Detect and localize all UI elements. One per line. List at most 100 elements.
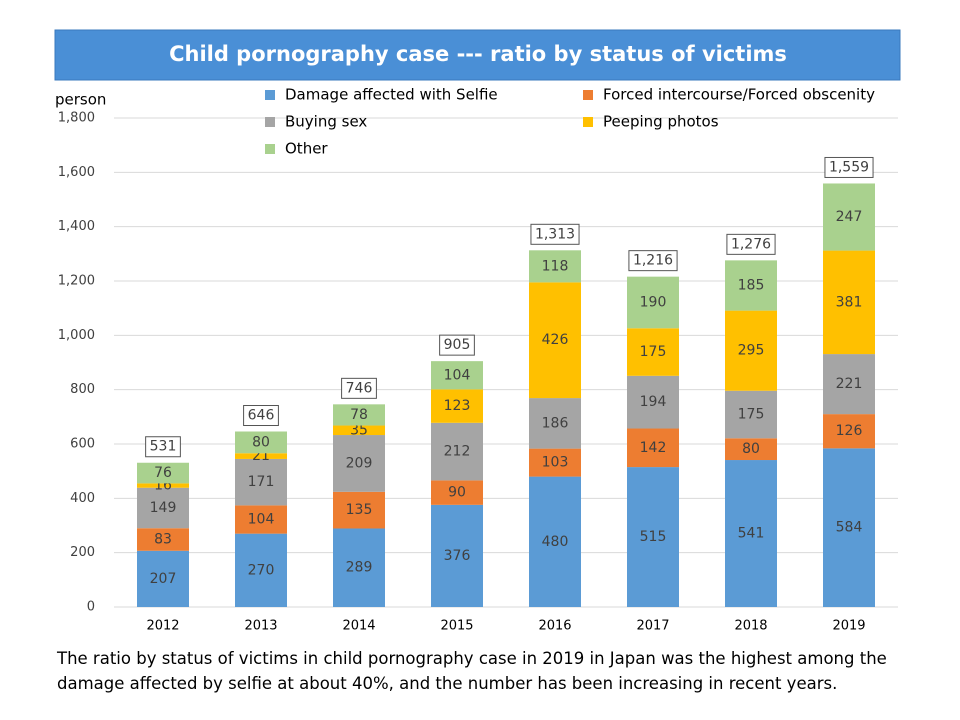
value-label: 381 bbox=[836, 294, 863, 310]
value-label: 175 bbox=[738, 407, 765, 423]
value-label: 118 bbox=[542, 258, 569, 274]
y-tick-label: 400 bbox=[70, 491, 95, 506]
value-label: 78 bbox=[350, 407, 368, 423]
value-label: 35 bbox=[350, 422, 368, 438]
total-box bbox=[530, 223, 580, 245]
bar-segment bbox=[725, 390, 777, 439]
y-tick-label: 1,800 bbox=[58, 111, 95, 126]
y-tick-label: 1,000 bbox=[58, 328, 95, 343]
total-box bbox=[341, 377, 377, 399]
legend-swatch bbox=[265, 144, 275, 154]
bar-segment bbox=[823, 448, 875, 607]
value-label: 221 bbox=[836, 376, 863, 392]
value-label: 212 bbox=[444, 444, 471, 460]
bar-segment bbox=[235, 431, 287, 454]
bar-segment bbox=[725, 438, 777, 461]
value-label: 541 bbox=[738, 526, 765, 542]
bar-segment bbox=[627, 375, 679, 429]
x-tick-label: 2017 bbox=[636, 619, 669, 634]
bar-segment bbox=[529, 282, 581, 399]
total-box bbox=[439, 334, 475, 356]
total-label: 1,313 bbox=[535, 226, 575, 242]
bar-segment bbox=[627, 467, 679, 607]
bar-segment bbox=[529, 476, 581, 607]
value-label: 376 bbox=[444, 548, 471, 564]
legend-label: Other bbox=[285, 140, 328, 158]
value-label: 186 bbox=[542, 415, 569, 431]
x-tick-label: 2015 bbox=[440, 619, 473, 634]
value-label: 83 bbox=[154, 531, 172, 547]
bar-segment bbox=[823, 250, 875, 355]
value-label: 480 bbox=[542, 534, 569, 550]
bar-segment bbox=[627, 276, 679, 329]
bar-segment bbox=[431, 422, 483, 481]
total-label: 646 bbox=[248, 408, 275, 424]
value-label: 207 bbox=[150, 571, 177, 587]
bar-segment bbox=[725, 460, 777, 607]
bar-segment bbox=[823, 414, 875, 449]
total-label: 905 bbox=[444, 337, 471, 353]
value-label: 515 bbox=[640, 529, 667, 545]
total-label: 531 bbox=[150, 439, 177, 455]
legend-swatch bbox=[265, 90, 275, 100]
bar-segment bbox=[431, 389, 483, 423]
value-label: 194 bbox=[640, 394, 667, 410]
bar-segment bbox=[627, 328, 679, 376]
value-label: 175 bbox=[640, 344, 667, 360]
bar-segment bbox=[627, 428, 679, 468]
value-label: 123 bbox=[444, 398, 471, 414]
y-tick-label: 600 bbox=[70, 437, 95, 452]
x-tick-label: 2019 bbox=[832, 619, 865, 634]
bar-segment bbox=[137, 487, 189, 529]
bar-segment bbox=[235, 533, 287, 607]
bar-segment bbox=[333, 435, 385, 492]
bar-segment bbox=[137, 462, 189, 484]
bar-segment bbox=[529, 250, 581, 283]
chart-title: Child pornography case --- ratio by stat… bbox=[169, 42, 787, 66]
bar-segment bbox=[333, 404, 385, 426]
bar-segment bbox=[137, 528, 189, 551]
legend-swatch bbox=[265, 117, 275, 127]
value-label: 149 bbox=[150, 500, 177, 516]
bar-segment bbox=[431, 361, 483, 390]
bar-segment bbox=[137, 483, 189, 488]
value-label: 76 bbox=[154, 465, 172, 481]
y-axis-label: person bbox=[55, 91, 106, 109]
caption: The ratio by status of victims in child … bbox=[57, 649, 887, 693]
bar-segment bbox=[235, 505, 287, 534]
total-label: 1,276 bbox=[731, 236, 771, 252]
total-box bbox=[824, 156, 874, 178]
bar-segment bbox=[725, 310, 777, 391]
legend-label: Buying sex bbox=[285, 113, 367, 131]
value-label: 104 bbox=[248, 512, 275, 528]
value-label: 80 bbox=[252, 434, 270, 450]
x-tick-label: 2016 bbox=[538, 619, 571, 634]
total-label: 1,559 bbox=[829, 159, 869, 175]
y-tick-label: 1,600 bbox=[58, 165, 95, 180]
x-tick-label: 2018 bbox=[734, 619, 767, 634]
legend-label: Damage affected with Selfie bbox=[285, 86, 498, 104]
total-label: 746 bbox=[346, 380, 373, 396]
value-label: 426 bbox=[542, 332, 569, 348]
bar-segment bbox=[333, 491, 385, 529]
value-label: 270 bbox=[248, 562, 275, 578]
bar-segment bbox=[431, 504, 483, 607]
bar-segment bbox=[431, 480, 483, 505]
x-tick-label: 2014 bbox=[342, 619, 375, 634]
total-label: 1,216 bbox=[633, 253, 673, 269]
value-label: 185 bbox=[738, 277, 765, 293]
value-label: 247 bbox=[836, 209, 863, 225]
total-box bbox=[145, 436, 181, 458]
value-label: 190 bbox=[640, 294, 667, 310]
legend-swatch bbox=[583, 117, 593, 127]
y-tick-label: 0 bbox=[87, 600, 95, 615]
title-bar bbox=[54, 29, 901, 81]
bar-segment bbox=[823, 183, 875, 251]
value-label: 289 bbox=[346, 560, 373, 576]
value-label: 103 bbox=[542, 455, 569, 471]
value-label: 90 bbox=[448, 485, 466, 501]
legend-label: Forced intercourse/Forced obscenity bbox=[603, 86, 875, 104]
total-box bbox=[628, 250, 678, 272]
x-tick-label: 2013 bbox=[244, 619, 277, 634]
value-label: 209 bbox=[346, 455, 373, 471]
